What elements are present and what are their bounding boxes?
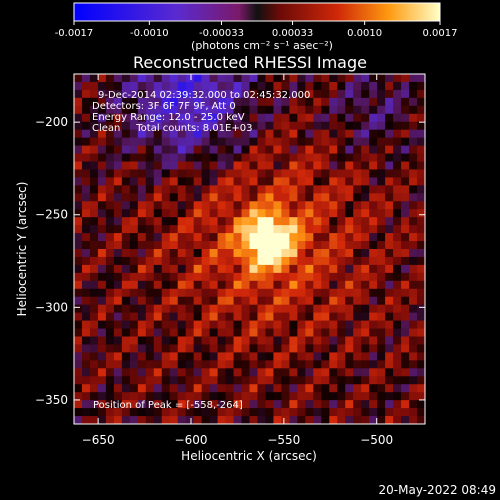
colorbar-tick-label: -0.00033 [199,28,244,39]
x-tick-label: −550 [267,433,300,447]
heatmap-image [74,74,425,424]
plot-frame [73,73,426,425]
info-line-2: Detectors: 3F 6F 7F 9F, Att 0 [92,101,236,112]
info-line-4: Clean Total counts: 8.01E+03 [92,123,252,134]
y-axis-title: Heliocentric Y (arcsec) [15,182,29,317]
x-axis-title: Heliocentric X (arcsec) [181,449,317,463]
x-tick-label: −600 [175,433,208,447]
y-tick-label: −350 [35,393,68,407]
info-line-1: 9-Dec-2014 02:39:32.000 to 02:45:32.000 [98,90,310,101]
colorbar-units: (photons cm⁻² s⁻¹ asec⁻²) [191,39,333,52]
x-tick-label: −650 [82,433,115,447]
plot-title: Reconstructed RHESSI Image [133,53,367,72]
y-tick-label: −250 [35,208,68,222]
colorbar-tick-label: 0.00033 [272,28,313,39]
timestamp: 20-May-2022 08:49 [379,483,496,497]
colorbar [73,2,441,22]
x-tick-label: −500 [360,433,393,447]
axes: −650 −600 −550 −500 −350 −300 −250 −200 [35,74,425,447]
colorbar-ticks: -0.0017 -0.0010 -0.00033 0.00033 0.0010 0.001… [55,21,458,39]
y-tick-label: −200 [35,115,68,129]
peak-label: Position of Peak = [-558,-264] [93,400,243,411]
colorbar-tick-label: -0.0017 [55,28,94,39]
colorbar-tick-label: 0.0010 [347,28,382,39]
info-line-3: Energy Range: 12.0 - 25.0 keV [92,112,245,123]
y-tick-label: −300 [35,300,68,314]
colorbar-tick-label: -0.0010 [130,28,169,39]
colorbar-tick-label: 0.0017 [423,28,458,39]
